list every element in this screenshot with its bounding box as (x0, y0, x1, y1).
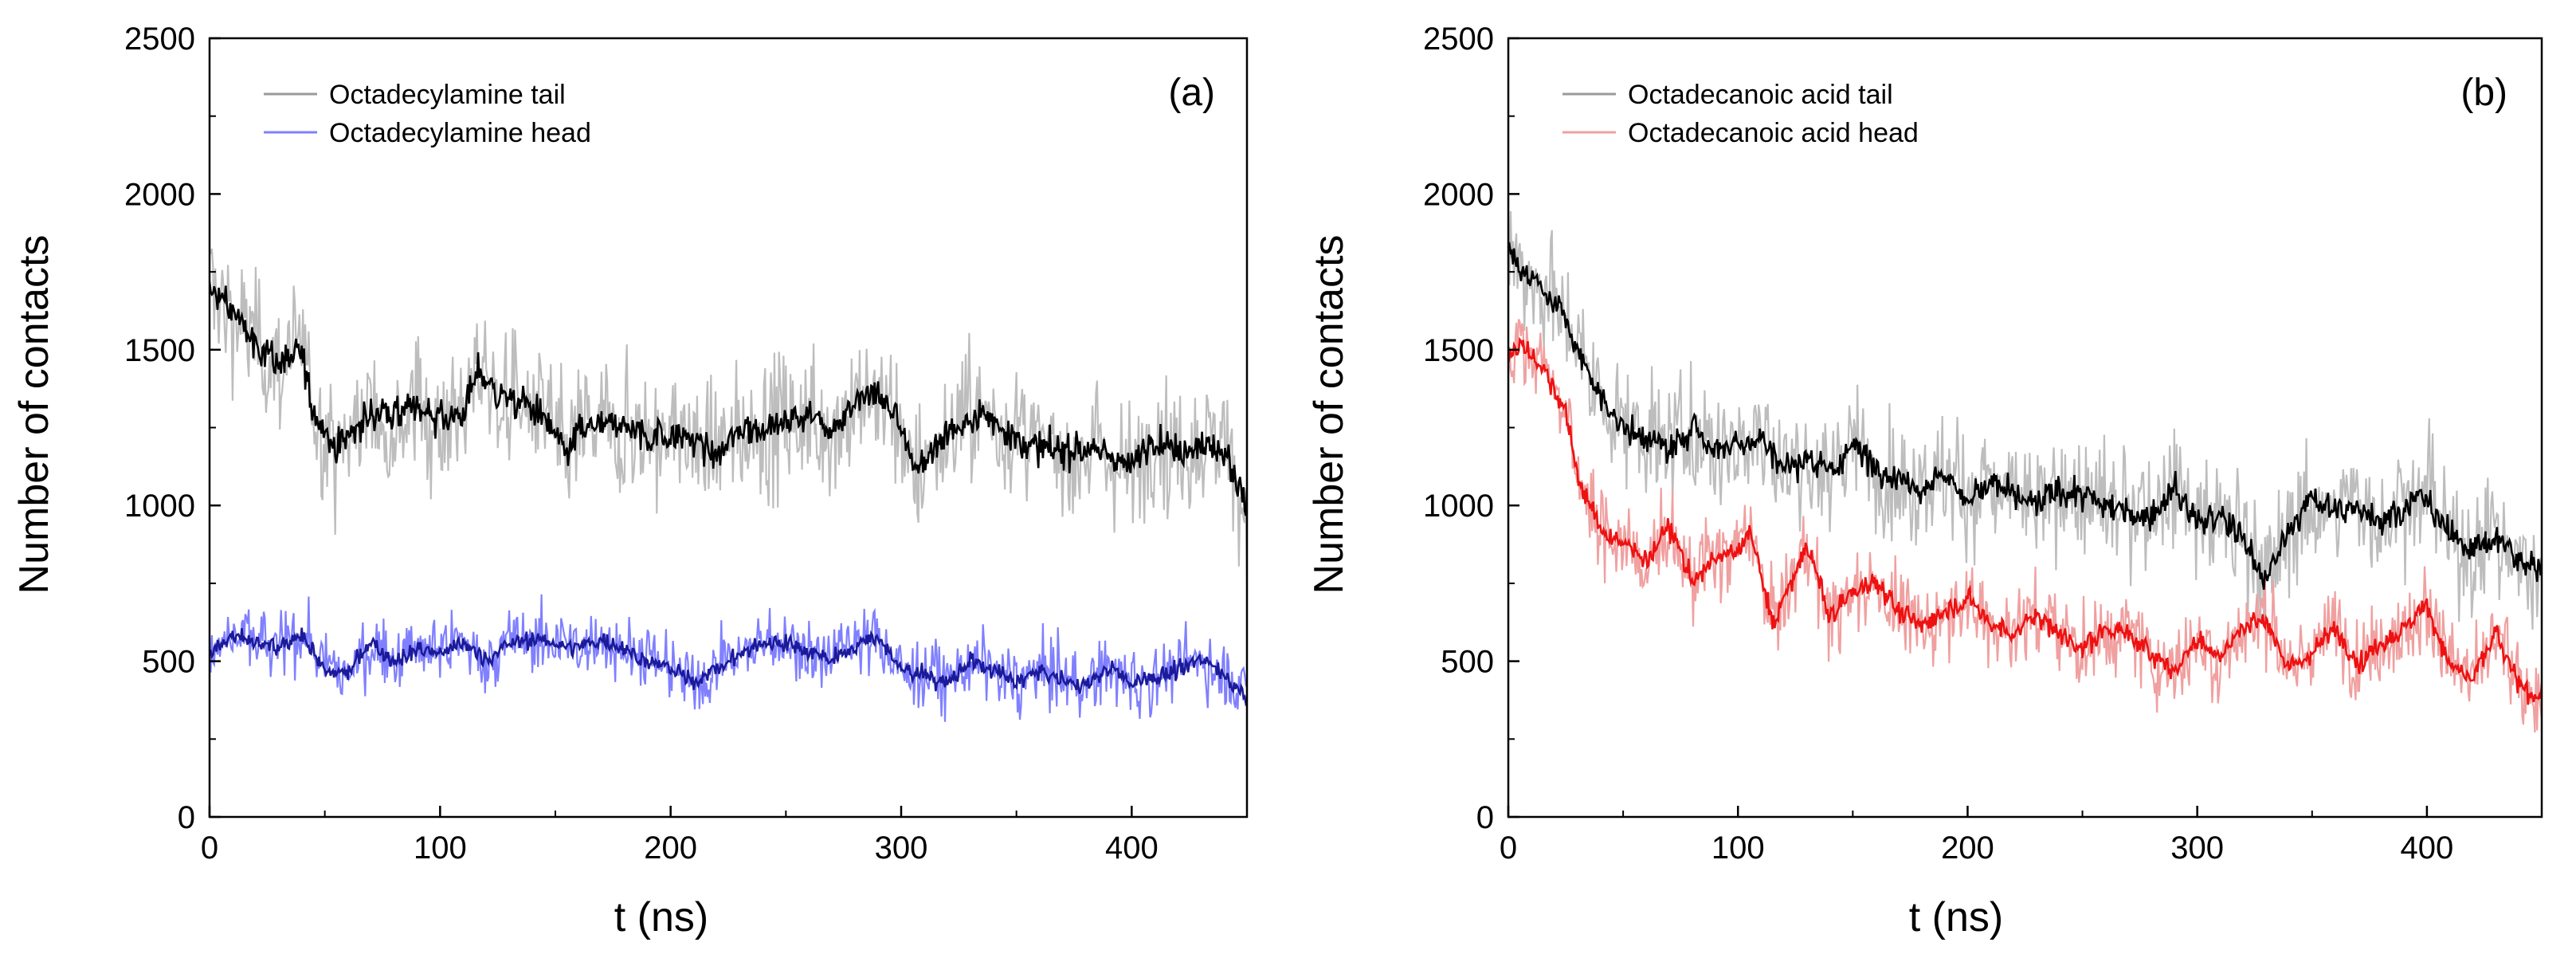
panel-a-x-axis-title: t (ns) (614, 894, 708, 940)
panel-a-label: (a) (1168, 72, 1215, 114)
panel-a-y-axis-title: Number of contacts (11, 235, 57, 595)
panel-a-legend-label: Octadecylamine head (329, 118, 591, 148)
panel-a-series-0-smooth-line (210, 281, 1247, 516)
panel-a-y-tick-label: 2500 (124, 22, 195, 57)
panel-b-y-tick-label: 0 (1476, 800, 1494, 835)
panel-a-series-1-raw-line (210, 594, 1247, 722)
panel-b-y-tick-label: 1500 (1423, 333, 1494, 368)
panel-a-series-1-smooth-line (210, 627, 1247, 707)
panel-b-y-tick-label: 2500 (1423, 22, 1494, 57)
panel-b-y-tick-label: 500 (1441, 645, 1494, 680)
panel-a-plot-area (210, 248, 1247, 722)
panel-b-series-0-raw-line (1508, 210, 2542, 630)
panel-b-series-0-smooth-line (1508, 241, 2542, 591)
panel-b-y-tick-label: 2000 (1423, 177, 1494, 212)
panel-a-legend: Octadecylamine tail Octadecylamine head (264, 80, 591, 148)
panel-b-x-tick-label: 100 (1711, 830, 1765, 866)
panel-b-frame (1507, 37, 2543, 819)
panel-b: Number of contacts t (ns) (b) 0 100 200 300… (1306, 22, 2543, 940)
panel-b-x-axis-title: t (ns) (1909, 894, 2003, 940)
panel-a-y-tick-label: 1000 (124, 489, 195, 524)
panel-a-y-tick-label: 1500 (124, 333, 195, 368)
panel-a-x-tick-label: 100 (414, 830, 467, 866)
panel-b-x-tick-label: 0 (1500, 830, 1517, 866)
panel-a-x-tick-label: 0 (201, 830, 218, 866)
panel-a-series-0-raw-line (210, 248, 1247, 589)
panel-a-x-tick-label: 200 (644, 830, 697, 866)
panel-a: Number of contacts t (ns) (a) 0 100 200 300… (11, 22, 1249, 940)
panel-a-y-tick-label: 500 (142, 645, 195, 680)
panel-a-y-tick-label: 2000 (124, 177, 195, 212)
panel-b-y-tick-label: 1000 (1423, 489, 1494, 524)
panel-a-legend-label: Octadecylamine tail (329, 80, 566, 110)
panel-b-series-1-raw-line (1508, 319, 2542, 733)
panel-a-x-tick-label: 300 (875, 830, 928, 866)
panel-a-x-tick-label: 400 (1105, 830, 1159, 866)
panel-b-legend-label: Octadecanoic acid head (1628, 118, 1919, 148)
panel-b-x-tick-label: 400 (2401, 830, 2454, 866)
panel-b-legend-label: Octadecanoic acid tail (1628, 80, 1893, 110)
panel-b-y-axis-title: Number of contacts (1306, 235, 1352, 595)
panel-b-x-tick-label: 200 (1941, 830, 1994, 866)
panel-b-legend: Octadecanoic acid tail Octadecanoic acid … (1562, 80, 1919, 148)
panel-a-y-tick-label: 0 (178, 800, 195, 835)
panel-b-plot-area (1508, 210, 2542, 733)
panel-b-label: (b) (2460, 72, 2507, 114)
panel-b-series-1-smooth-line (1508, 336, 2542, 705)
panel-b-x-tick-label: 300 (2170, 830, 2224, 866)
